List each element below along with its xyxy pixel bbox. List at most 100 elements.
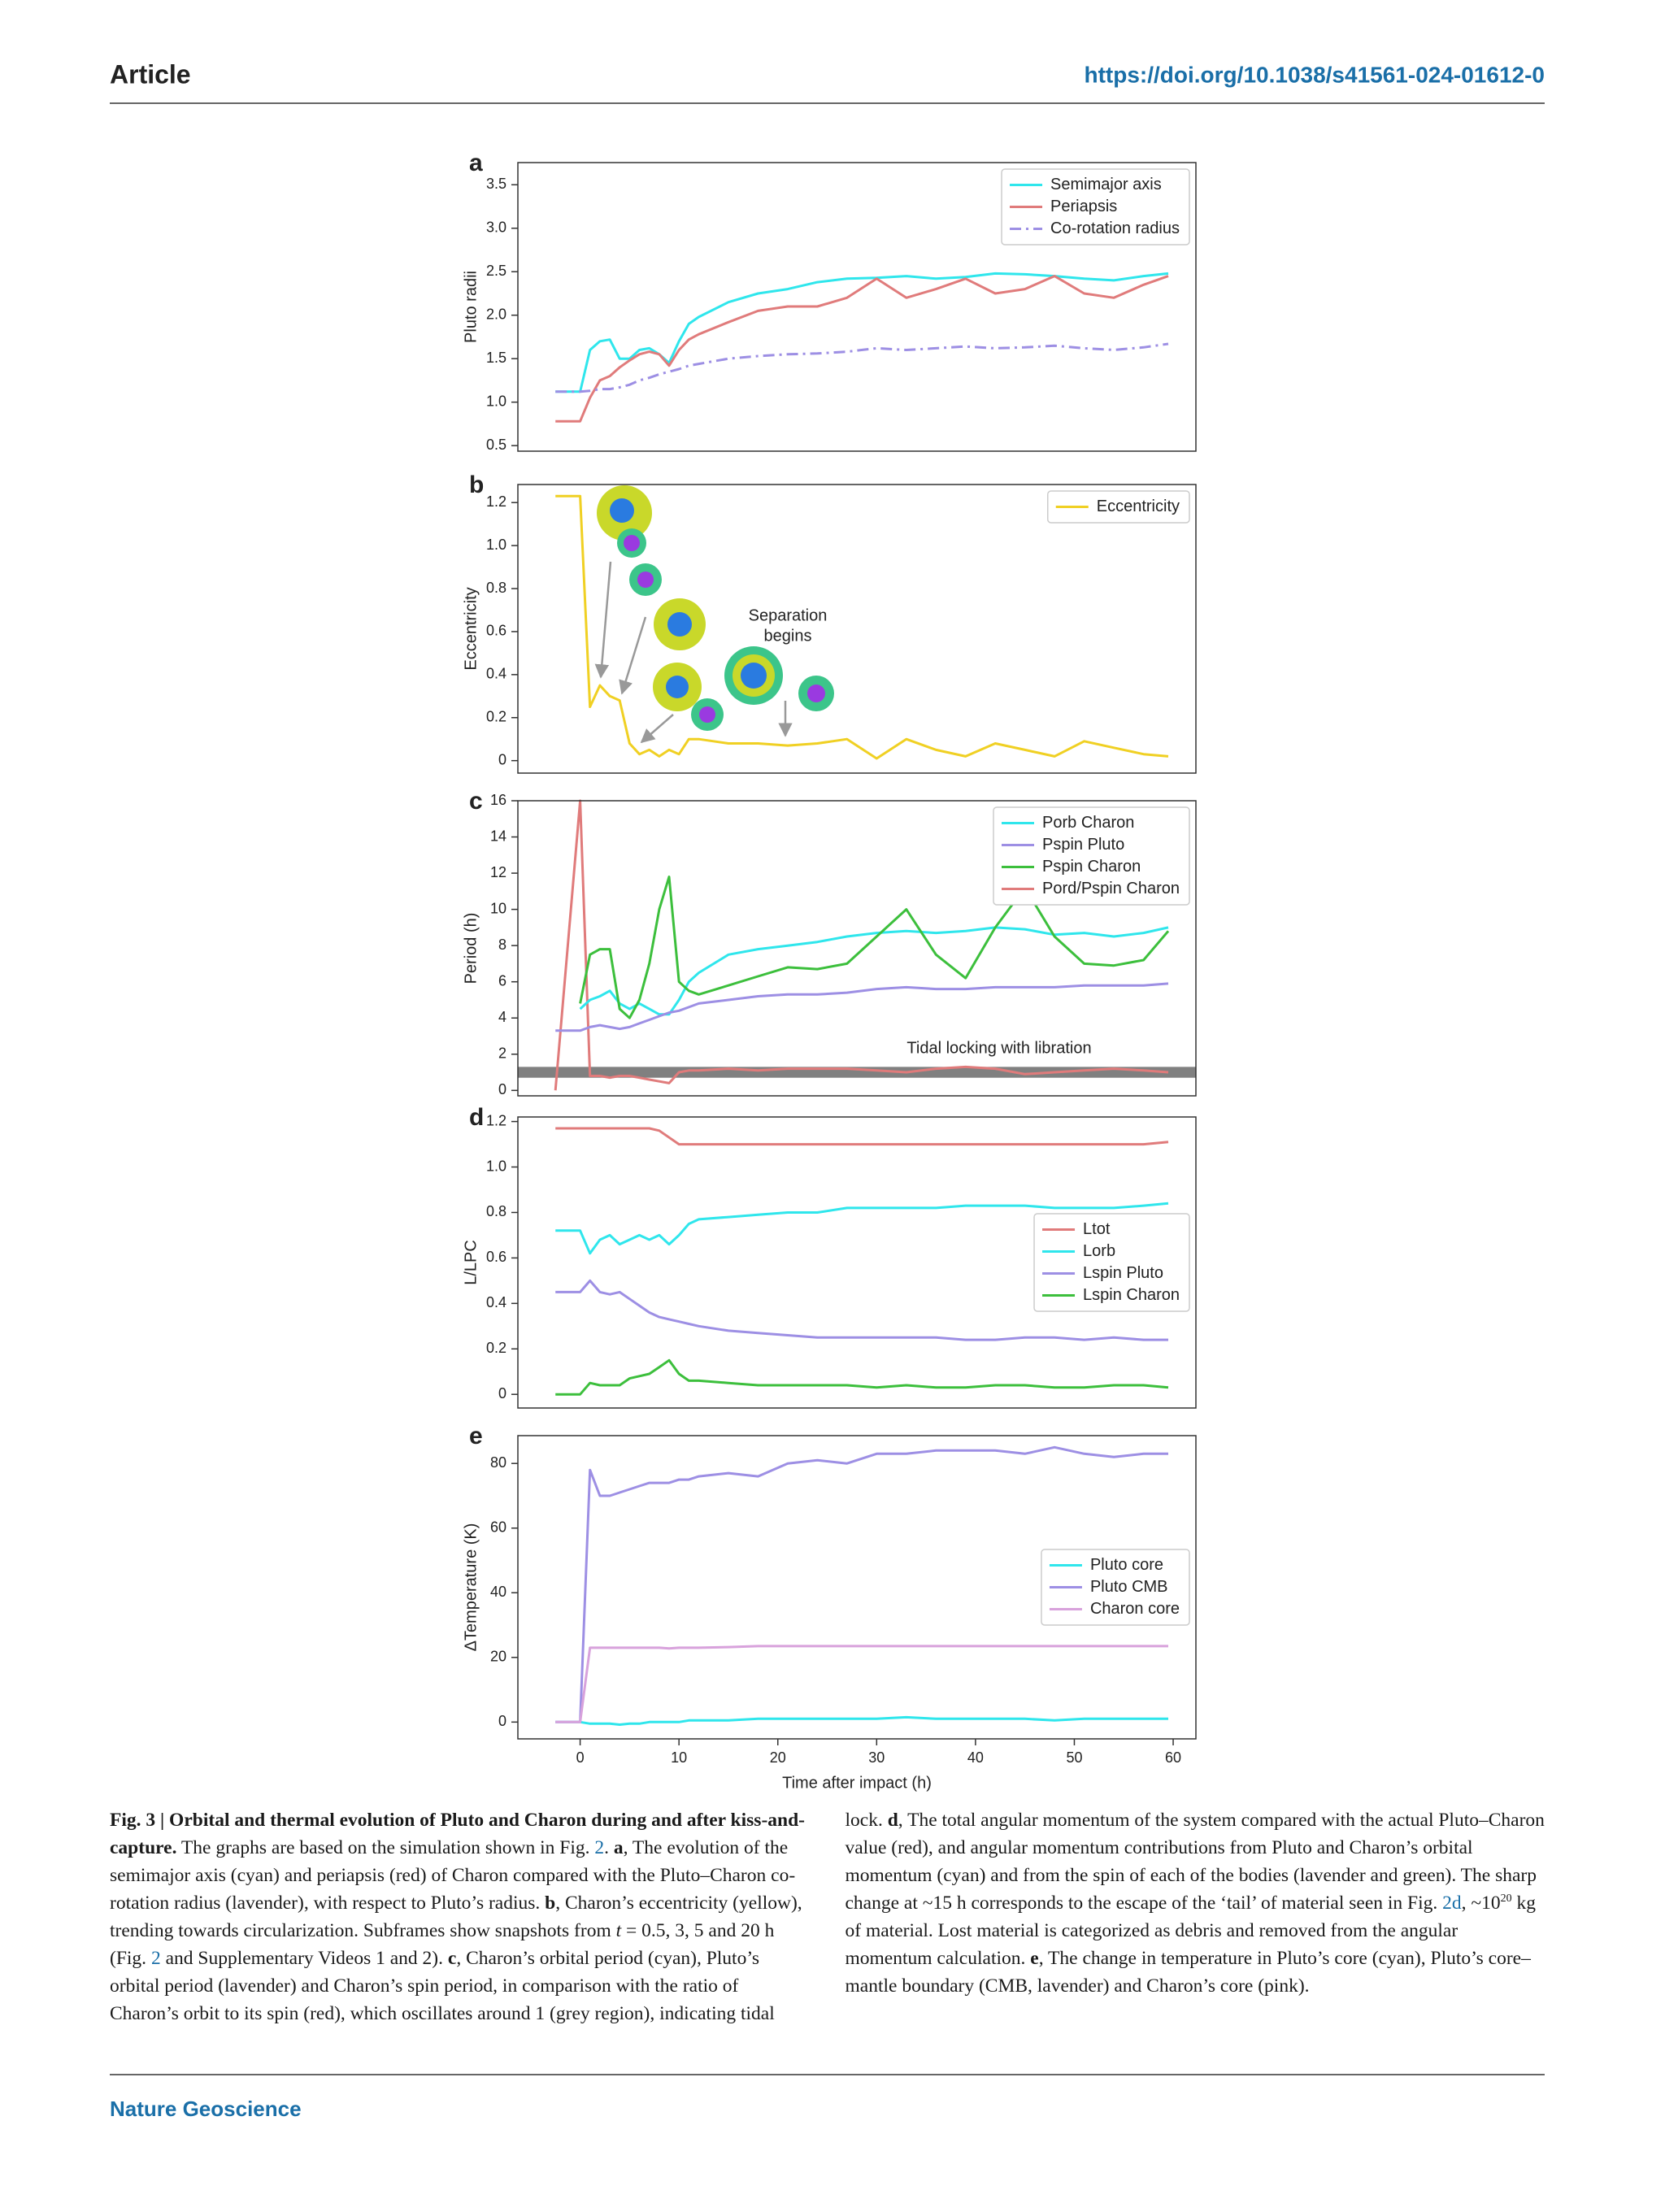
snapshot-core [667,612,692,637]
arrow [619,616,647,695]
snapshot-core [610,498,634,523]
plot-frame [517,1435,1197,1740]
caption-text: The graphs are based on the simulation s… [176,1837,595,1858]
panel-letter: e [469,1423,483,1449]
y-tick-label: 2.5 [486,263,506,279]
y-tick-label: 0.4 [486,666,506,682]
panel-letter: c [469,788,483,815]
y-tick-label: 3.5 [486,176,506,192]
legend-label: Pspin Pluto [1042,836,1124,854]
x-tick-label: 60 [1165,1749,1181,1766]
x-tick-label: 40 [967,1749,984,1766]
series-line [555,982,1169,1032]
annotation: Separation [749,606,828,624]
caption-link[interactable]: 2 [150,1948,161,1969]
y-tick-label: 0.4 [486,1294,506,1310]
snapshot-core [699,706,715,723]
legend: Porb Charon Pspin Pluto Pspin Charon Pord/P… [993,806,1190,906]
y-tick-label: 14 [490,828,506,844]
caption-text: , The total angular momentum of the syst… [845,1810,1545,1914]
caption-text: Fig. 3 | Orbital and thermal evolution o… [110,1810,805,1858]
snapshot-core [666,676,689,698]
legend-label: Periapsis [1050,198,1117,215]
legend: Eccentricity [1047,490,1190,524]
y-tick-label: 0.8 [486,580,506,596]
legend-box [1001,168,1190,246]
y-tick-label: 1.0 [486,537,506,553]
doi-link[interactable]: https://doi.org/10.1038/s41561-024-01612… [1084,62,1545,87]
legend-label: Pluto CMB [1090,1578,1168,1596]
y-axis-label: Pluto radii [462,271,480,343]
series-line [555,1645,1168,1723]
caption-text: c [447,1948,457,1969]
panel-letter: a [469,150,483,176]
y-tick-label: 10 [490,900,506,916]
series-line [555,494,1169,760]
y-tick-label: 40 [490,1584,506,1600]
caption-text: = 0.5, 3, 5 and 20 h (Fig. [110,1920,775,1969]
simulation-snapshots: Separation begins [594,485,834,744]
x-tick-label: 50 [1066,1749,1082,1766]
caption-text: , ~10 [1461,1893,1501,1914]
series-line [555,1127,1169,1146]
plot-frame [517,162,1197,452]
legend-box [1033,1213,1190,1312]
y-tick-label: 0.6 [486,623,506,639]
snapshot-core [637,571,654,588]
series-line [555,1279,1168,1341]
y-tick-label: 2 [498,1045,506,1062]
caption-text: 20 [1500,1893,1512,1906]
y-tick-label: 0.6 [486,1249,506,1265]
y-tick-label: 0 [498,1713,506,1729]
y-tick-label: 1.0 [486,1158,506,1174]
series-line [555,1358,1169,1396]
legend-label: Pspin Charon [1042,858,1141,876]
article-label: Article [110,59,191,89]
legend-label: Semimajor axis [1050,176,1162,193]
y-tick-label: 12 [490,864,506,880]
snapshot-core [741,663,767,689]
y-axis-label: ΔTemperature (K) [462,1523,480,1652]
caption-link[interactable]: 2 [594,1837,605,1858]
caption-text: and Supplementary Videos 1 and 2). [160,1948,448,1969]
y-axis-label: Period (h) [462,913,480,984]
caption-text: a [613,1837,624,1858]
legend: Pluto core Pluto CMB Charon core [1041,1549,1190,1626]
arrow [594,561,612,679]
legend-box [1047,490,1190,524]
legend: Semimajor axis Periapsis Co-rotation radiu… [1001,168,1190,246]
plot-frame [517,800,1197,1097]
x-tick-label: 0 [576,1749,585,1766]
x-tick-label: 20 [770,1749,786,1766]
x-tick-label: 10 [671,1749,687,1766]
y-tick-label: 0.8 [486,1203,506,1219]
legend-label: Pord/Pspin Charon [1042,880,1180,897]
journal-name: Nature Geoscience [110,2097,302,2121]
arrow [640,714,674,744]
figure-caption: Fig. 3 | Orbital and thermal evolution o… [110,1806,1545,2027]
caption-text: . [604,1837,614,1858]
y-tick-label: 1.2 [486,493,506,510]
panel-letter: d [469,1104,484,1131]
series-line [555,1202,1169,1255]
legend-label: Charon core [1090,1600,1180,1618]
y-tick-label: 60 [490,1519,506,1535]
y-tick-label: 2.0 [486,306,506,322]
y-tick-label: 1.0 [486,393,506,409]
y-tick-label: 1.5 [486,350,506,366]
y-tick-label: 0.2 [486,1340,506,1356]
y-tick-label: 80 [490,1454,506,1471]
caption-text: , Charon’s eccentricity (yellow), trendi… [110,1893,802,1941]
y-tick-label: 4 [498,1009,506,1025]
legend-box [993,806,1190,906]
x-tick-label: 30 [868,1749,885,1766]
caption-link[interactable]: 2d [1442,1893,1462,1914]
caption-text: , The evolution of the semimajor axis (c… [110,1837,796,1914]
legend-label: Co-rotation radius [1050,219,1180,237]
annotation: begins [764,627,812,645]
caption-text: , The change in temperature in Pluto’s c… [845,1948,1531,1997]
series-line [579,926,1169,1016]
series-line [555,342,1169,393]
plot-frame [517,484,1197,774]
